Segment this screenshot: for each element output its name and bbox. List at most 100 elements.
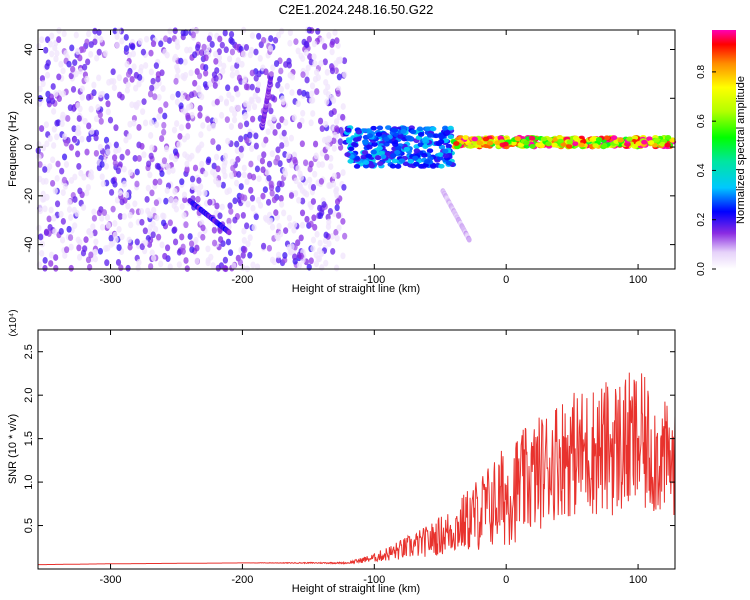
spectrogram-cell (239, 193, 245, 201)
spectrogram-cell (176, 248, 183, 256)
spectrogram-cell (248, 160, 254, 168)
spectrogram-cell (63, 139, 69, 147)
spectrogram-cell (626, 136, 633, 142)
spectrogram-cell (169, 93, 176, 101)
spectrogram-cell (249, 32, 256, 40)
spectrogram-cell (153, 199, 160, 207)
spectrogram-cell (240, 251, 246, 259)
spectrogram-cell (187, 233, 193, 240)
spectrogram-cell (71, 136, 78, 143)
spectrogram-cell (137, 38, 143, 45)
spectrogram-cell (68, 214, 74, 221)
spectrogram-cell (254, 263, 261, 271)
spectrogram-cell (43, 229, 50, 236)
spectrogram-cell (432, 133, 440, 139)
spectrogram-cell (127, 211, 133, 219)
spectrogram-cell (225, 84, 231, 92)
spectrogram-x-ticks: -300 -200 -100 0 100 (100, 30, 647, 286)
spectrogram-cell (92, 229, 98, 237)
spectrogram-cell (232, 110, 238, 118)
spectrogram-cell (245, 240, 251, 248)
spectrogram-cell (370, 125, 377, 131)
spectrogram-cell (72, 173, 78, 181)
spectrogram-cell (421, 152, 428, 158)
spectrogram-cell (362, 139, 369, 145)
spectrogram-cell (68, 72, 74, 80)
spectrogram-cell (312, 75, 319, 83)
spectrogram-cell (234, 147, 240, 155)
spectrogram-cell (212, 50, 219, 58)
y-tick-label: 2.0 (23, 388, 35, 403)
spectrogram-cell (86, 228, 92, 236)
spectrogram-cell (255, 81, 262, 88)
spectrogram-cell (298, 52, 304, 60)
spectrogram-cell (203, 170, 209, 178)
spectrogram-cell (219, 41, 225, 49)
spectrogram-cell (277, 75, 283, 83)
spectrogram-cell (226, 217, 232, 225)
spectrogram-cell (333, 118, 340, 125)
spectrogram-cell (97, 111, 103, 119)
spectrogram-cell (669, 137, 676, 143)
spectrogram-cell (35, 42, 42, 50)
spectrogram-cell (127, 169, 134, 177)
spectrogram-cell (189, 111, 195, 119)
spectrogram-cell (333, 60, 339, 67)
spectrogram-cell (335, 90, 341, 97)
spectrogram-cell (265, 128, 271, 136)
spectrogram-cell (220, 181, 226, 189)
spectrogram-cell (108, 188, 115, 196)
spectrogram-cell (211, 162, 217, 170)
spectrogram-cell (218, 95, 224, 103)
spectrogram-cell (80, 249, 87, 257)
spectrogram-cell (266, 174, 272, 182)
spectrogram-cell (336, 224, 342, 232)
spectrogram-cell (210, 122, 217, 130)
spectrogram-cell (327, 208, 334, 215)
spectrogram-cell (124, 86, 130, 94)
snr-y-ticks: 0.5 1.0 1.5 2.0 2.5 (23, 344, 675, 533)
spectrogram-cell (197, 104, 203, 112)
spectrogram-cell (125, 264, 131, 272)
spectrogram-cell (394, 150, 401, 155)
spectrogram-cell (278, 67, 284, 75)
spectrogram-cell (235, 155, 241, 163)
spectrogram-cell (139, 142, 145, 150)
spectrogram-cell (292, 253, 298, 261)
spectrogram-cell (334, 186, 340, 193)
spectrogram-cell (326, 218, 332, 226)
spectrogram-cell (384, 151, 391, 157)
spectrogram-cell (319, 264, 325, 271)
spectrogram-cell (214, 202, 220, 210)
spectrogram-cell (167, 27, 173, 35)
spectrogram-cell (565, 143, 573, 149)
spectrogram-cell (330, 124, 336, 132)
spectrogram-cell (435, 141, 443, 147)
spectrogram-cell (195, 44, 201, 51)
spectrogram-cell (319, 125, 325, 133)
spectrogram-cell (253, 213, 259, 221)
spectrogram-cell (111, 154, 118, 162)
spectrogram-cell (287, 39, 293, 47)
spectrogram-cell (47, 163, 53, 170)
spectrogram-cell (173, 198, 179, 206)
spectrogram-cell (293, 177, 299, 185)
spectrogram-cell (139, 243, 145, 251)
spectrogram-cell (167, 219, 173, 227)
spectrogram-cell (253, 74, 259, 82)
spectrogram-cell (151, 206, 157, 214)
spectrogram-cell (136, 155, 142, 162)
spectrogram-cell (60, 90, 66, 97)
spectrogram-cell (352, 142, 359, 148)
spectrogram-cell (154, 214, 160, 222)
spectrogram-cell (275, 234, 281, 242)
spectrogram-cell (58, 210, 64, 218)
spectrogram-cell (235, 104, 242, 112)
spectrogram-cell (261, 151, 267, 159)
spectrogram-cell (86, 135, 92, 143)
spectrogram-cell (229, 38, 235, 45)
spectrogram-cell (329, 41, 335, 48)
spectrogram-cell (130, 43, 136, 51)
spectrogram-cell (232, 197, 238, 205)
spectrogram-cell (551, 142, 558, 148)
